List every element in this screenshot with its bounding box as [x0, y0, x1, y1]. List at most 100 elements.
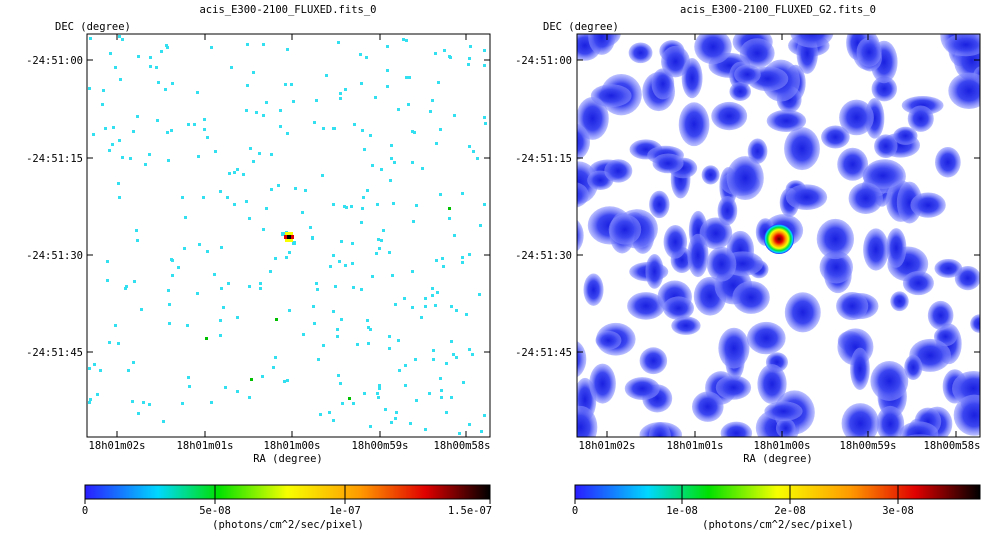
- event-pixel: [361, 207, 364, 210]
- event-pixel: [118, 196, 121, 199]
- emission-blob: [821, 125, 850, 149]
- axis-ticks: [87, 34, 490, 437]
- event-pixel: [386, 69, 389, 72]
- emission-blob: [701, 165, 720, 185]
- ra-tick-label: 18h00m59s: [840, 440, 897, 452]
- emission-blob: [608, 214, 642, 245]
- emission-blob: [850, 347, 870, 391]
- event-pixel: [149, 65, 152, 68]
- event-pixel: [404, 364, 407, 367]
- event-pixel: [407, 103, 410, 106]
- emission-blob: [764, 401, 803, 422]
- event-pixel: [219, 190, 222, 193]
- colorbar: 0 5e-08 1e-07 1.5e-07 (photons/cm^2/sec/…: [82, 484, 492, 531]
- event-pixel: [476, 157, 479, 160]
- event-pixel: [124, 287, 127, 290]
- event-pixel: [181, 402, 184, 405]
- event-pixel: [345, 206, 348, 209]
- event-pixel: [453, 114, 456, 117]
- emission-blob: [720, 421, 753, 437]
- event-pixel: [129, 157, 132, 160]
- event-pixel: [114, 324, 117, 327]
- event-pixel: [170, 258, 173, 261]
- event-pixel: [284, 83, 287, 86]
- event-pixel: [101, 103, 104, 106]
- event-pixel: [421, 167, 424, 170]
- event-pixel: [411, 270, 414, 273]
- dec-tick-label: -24:51:15: [515, 153, 572, 165]
- colorbar-gradient: [574, 484, 981, 500]
- event-pixel: [337, 41, 340, 44]
- colorbar-gradient: [84, 484, 491, 500]
- event-pixel: [382, 229, 385, 232]
- event-pixel: [468, 348, 471, 351]
- event-pixel: [424, 428, 427, 431]
- colorbar-tick-label: 5e-08: [199, 505, 231, 517]
- event-pixel: [390, 157, 393, 160]
- event-pixel: [388, 335, 391, 338]
- ra-tick-label: 18h01m02s: [89, 440, 146, 452]
- event-pixel: [461, 256, 464, 259]
- event-pixel: [378, 384, 381, 387]
- event-pixel: [339, 97, 342, 100]
- event-pixel: [340, 240, 343, 243]
- event-pixel: [434, 304, 437, 307]
- event-pixel: [365, 56, 368, 59]
- event-pixel: [117, 182, 120, 185]
- event-pixel: [164, 88, 167, 91]
- event-pixel: [471, 353, 474, 356]
- event-pixel: [210, 401, 213, 404]
- event-pixel: [196, 91, 199, 94]
- event-pixel: [350, 205, 353, 208]
- emission-blob: [841, 403, 880, 437]
- event-pixel: [288, 309, 291, 312]
- colorbar-tick-label: 0: [572, 505, 578, 517]
- event-pixel: [394, 417, 397, 420]
- event-pixel: [233, 171, 236, 174]
- event-pixel: [171, 82, 174, 85]
- event-pixel: [341, 402, 344, 405]
- event-pixel: [248, 396, 251, 399]
- event-pixel: [304, 189, 307, 192]
- event-pixel: [458, 432, 461, 435]
- event-pixel: [344, 264, 347, 267]
- event-pixel: [220, 246, 223, 249]
- event-pixel: [255, 111, 258, 114]
- event-pixel: [478, 293, 481, 296]
- event-pixel: [376, 203, 379, 206]
- event-pixel: [359, 53, 362, 56]
- event-pixel: [465, 313, 468, 316]
- event-pixel: [325, 74, 328, 77]
- event-pixel: [455, 356, 458, 359]
- emission-blob: [953, 394, 980, 436]
- bright-source: [205, 207, 451, 400]
- event-pixel: [261, 375, 264, 378]
- event-pixel: [439, 377, 442, 380]
- emission-blob: [954, 265, 980, 291]
- event-pixel: [376, 392, 379, 395]
- emission-blob: [836, 291, 869, 321]
- event-pixel: [479, 224, 482, 227]
- event-pixel: [226, 196, 229, 199]
- event-pixel: [367, 342, 370, 345]
- emission-blob: [935, 146, 961, 178]
- emission-blob: [927, 300, 954, 330]
- emission-blob: [907, 105, 934, 132]
- event-pixel: [177, 266, 180, 269]
- event-pixel: [309, 226, 312, 229]
- event-pixel: [156, 119, 159, 122]
- emission-blob: [588, 34, 616, 55]
- emission-blob: [870, 361, 909, 401]
- event-pixel: [392, 202, 395, 205]
- event-pixel: [404, 384, 407, 387]
- event-pixel: [440, 396, 443, 399]
- event-pixel: [437, 81, 440, 84]
- event-pixel: [353, 123, 356, 126]
- event-pixel: [339, 92, 342, 95]
- event-pixel: [468, 57, 471, 60]
- event-pixel: [390, 144, 393, 147]
- event-pixel: [285, 256, 288, 259]
- event-pixel: [336, 328, 339, 331]
- event-pixel: [361, 129, 364, 132]
- event-pixel: [440, 389, 443, 392]
